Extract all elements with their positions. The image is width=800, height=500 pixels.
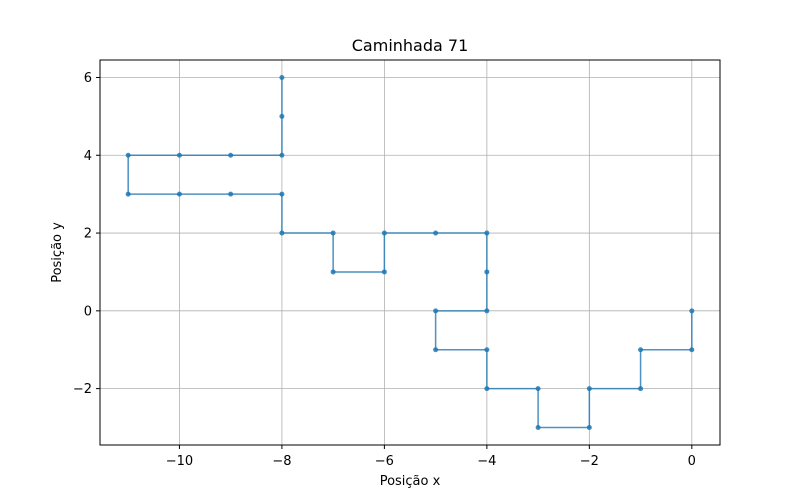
data-point <box>330 230 336 236</box>
data-point <box>638 347 644 353</box>
data-point <box>484 386 490 392</box>
data-point <box>433 230 439 236</box>
data-point <box>279 191 285 197</box>
data-point <box>484 269 490 275</box>
data-point <box>125 191 131 197</box>
y-tick-label: 2 <box>84 227 92 242</box>
data-point <box>279 152 285 158</box>
data-point <box>535 425 541 430</box>
data-point <box>433 347 439 353</box>
data-point <box>176 191 182 197</box>
x-tick-label: −2 <box>580 454 599 469</box>
y-axis-label: Posição y <box>50 222 65 283</box>
data-point <box>586 386 592 392</box>
y-tick-label: −2 <box>73 382 92 397</box>
data-point <box>125 152 131 158</box>
x-tick-label: −10 <box>166 454 193 469</box>
data-point <box>689 308 695 314</box>
x-tick-label: −8 <box>272 454 291 469</box>
data-point <box>279 113 285 119</box>
data-point <box>228 152 234 158</box>
data-point <box>484 347 490 353</box>
y-tick-label: 6 <box>84 71 92 86</box>
data-point <box>176 152 182 158</box>
x-tick-label: −4 <box>477 454 496 469</box>
data-point <box>586 425 592 430</box>
y-tick-label: 4 <box>84 149 92 164</box>
x-tick-label: 0 <box>688 454 696 469</box>
x-tick-label: −6 <box>375 454 394 469</box>
data-point <box>535 386 541 392</box>
data-point <box>228 191 234 197</box>
data-point <box>484 308 490 314</box>
data-point <box>638 386 644 392</box>
data-point <box>381 230 387 236</box>
plot-frame <box>99 59 721 446</box>
data-point <box>689 347 695 353</box>
y-tick-label: 0 <box>84 304 92 319</box>
chart-title: Caminhada 71 <box>352 36 469 55</box>
data-point <box>279 75 285 80</box>
data-point <box>330 269 336 275</box>
data-point <box>433 308 439 314</box>
data-point <box>381 269 387 275</box>
ticks: −10 −8 −6 −4 −2 0 −2 0 2 4 6 <box>73 71 696 469</box>
data-point <box>279 230 285 236</box>
data-point <box>484 230 490 236</box>
series-layer <box>125 75 695 430</box>
x-axis-label: Posição x <box>380 474 441 489</box>
